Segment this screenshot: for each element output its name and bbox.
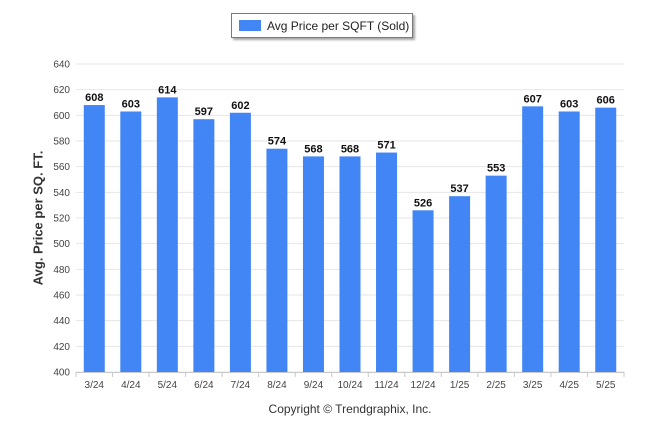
x-tick-label: 12/24 — [411, 380, 436, 391]
y-tick-label: 420 — [53, 342, 70, 353]
y-tick-label: 580 — [53, 137, 70, 148]
bar — [595, 107, 617, 372]
legend[interactable]: Avg Price per SQFT (Sold) — [231, 13, 413, 38]
bar — [193, 119, 215, 372]
data-label: 597 — [195, 106, 213, 118]
x-tick-label: 6/24 — [194, 380, 214, 391]
y-tick-label: 480 — [53, 265, 70, 276]
x-tick-label: 1/25 — [450, 380, 470, 391]
y-tick-label: 560 — [53, 162, 70, 173]
legend-label: Avg Price per SQFT (Sold) — [267, 18, 410, 33]
y-tick-label: 400 — [53, 368, 70, 379]
y-tick-label: 600 — [53, 111, 70, 122]
y-tick-label: 460 — [53, 291, 70, 302]
x-tick-label: 4/24 — [121, 380, 141, 391]
x-tick-label: 3/24 — [85, 380, 105, 391]
data-label: 553 — [487, 163, 505, 175]
data-label: 606 — [597, 95, 615, 107]
y-axis-label: Avg. Price per SQ. FT. — [30, 150, 46, 286]
data-label: 568 — [341, 143, 359, 155]
y-tick-label: 440 — [53, 316, 70, 327]
bar — [412, 210, 434, 372]
bar — [83, 105, 105, 373]
bar — [156, 97, 178, 372]
data-label: 614 — [158, 84, 177, 96]
x-tick-label: 8/24 — [267, 380, 287, 391]
y-tick-label: 640 — [53, 60, 70, 71]
bar — [302, 156, 324, 372]
data-label: 608 — [85, 92, 103, 104]
x-tick-label: 5/24 — [158, 380, 178, 391]
bar — [522, 106, 544, 372]
copyright-credit: Copyright © Trendgraphix, Inc. — [268, 402, 432, 416]
data-label: 537 — [450, 183, 468, 195]
data-label: 526 — [414, 197, 432, 209]
bar — [376, 152, 398, 372]
bar — [449, 196, 471, 372]
x-tick-label: 10/24 — [337, 380, 362, 391]
x-tick-label: 2/25 — [486, 380, 506, 391]
x-tick-label: 4/25 — [559, 380, 579, 391]
y-tick-label: 620 — [53, 85, 70, 96]
x-tick-label: 7/24 — [231, 380, 251, 391]
bar — [339, 156, 361, 372]
x-tick-label: 9/24 — [304, 380, 324, 391]
x-tick-label: 5/25 — [596, 380, 616, 391]
data-label: 574 — [268, 136, 287, 148]
x-tick-label: 11/24 — [374, 380, 399, 391]
bar — [485, 175, 507, 372]
y-tick-label: 500 — [53, 239, 70, 250]
data-label: 603 — [122, 98, 140, 110]
data-label: 602 — [231, 100, 249, 112]
data-label: 568 — [304, 143, 322, 155]
data-label: 571 — [377, 140, 395, 152]
bar — [558, 111, 580, 372]
bar — [120, 111, 142, 372]
data-label: 607 — [523, 93, 541, 105]
bar — [229, 112, 251, 373]
y-tick-label: 540 — [53, 188, 70, 199]
legend-swatch — [239, 20, 261, 31]
y-tick-label: 520 — [53, 214, 70, 225]
data-label: 603 — [560, 98, 578, 110]
x-tick-label: 3/25 — [523, 380, 543, 391]
bar — [266, 148, 288, 372]
